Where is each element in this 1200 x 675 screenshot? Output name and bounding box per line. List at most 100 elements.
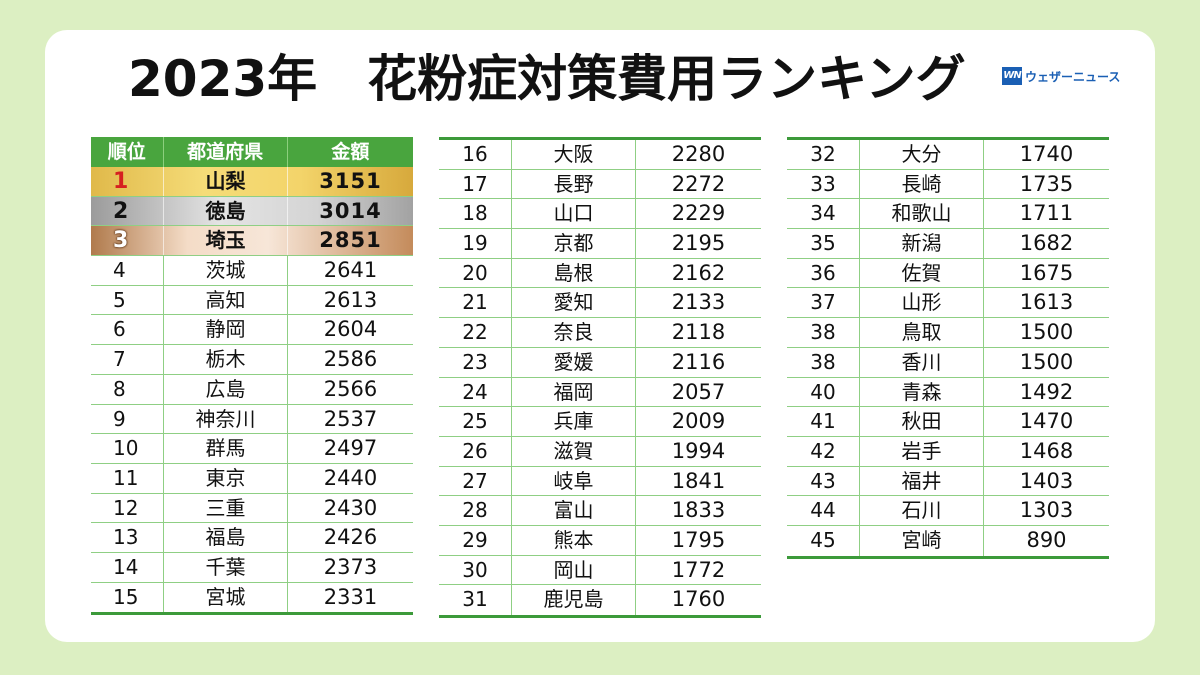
- rank-cell: 28: [462, 498, 488, 523]
- table-row: 25 兵庫 2009: [439, 407, 761, 437]
- rank-cell: 22: [462, 320, 488, 345]
- table-row: 27 岐阜 1841: [439, 466, 761, 497]
- amount-cell: 1740: [983, 140, 1109, 169]
- rank-cell: 14: [113, 554, 139, 579]
- amount-cell: 2537: [287, 404, 413, 434]
- amount-cell: 3014: [287, 196, 413, 226]
- prefecture-cell: 茨城: [163, 256, 287, 285]
- table-row: 38 香川 1500: [787, 347, 1109, 378]
- ranking-column-2: 16 大阪 2280 17 長野 2272 18 山口 2229 19 京都 2195 20 島根 2162…: [439, 137, 761, 618]
- table-row: 28 富山 1833: [439, 496, 761, 526]
- header-amount: 金額: [286, 137, 413, 167]
- rank-cell: 6: [113, 317, 126, 342]
- amount-cell: 1613: [983, 288, 1109, 318]
- amount-cell: 2613: [287, 285, 413, 315]
- amount-cell: 2566: [287, 374, 413, 404]
- table-row: 11 東京 2440: [91, 463, 413, 494]
- prefecture-cell: 静岡: [163, 315, 287, 345]
- rank-cell: 2: [113, 198, 129, 224]
- amount-cell: 1795: [635, 525, 761, 555]
- table-row: 22 奈良 2118: [439, 318, 761, 348]
- rank-cell: 23: [462, 349, 488, 374]
- rank-cell: 42: [810, 438, 836, 463]
- rank-cell: 4: [113, 258, 126, 283]
- prefecture-cell: 石川: [859, 496, 983, 525]
- rank-cell: 43: [810, 468, 836, 493]
- prefecture-cell: 神奈川: [163, 404, 287, 434]
- amount-cell: 1470: [983, 407, 1109, 436]
- amount-cell: 2641: [287, 256, 413, 285]
- page-title: 2023年 花粉症対策費用ランキング: [128, 50, 966, 108]
- prefecture-cell: 山梨: [163, 167, 287, 196]
- prefecture-cell: 岐阜: [511, 466, 635, 496]
- prefecture-cell: 富山: [511, 496, 635, 525]
- prefecture-cell: 青森: [859, 377, 983, 407]
- ranking-card: [45, 30, 1155, 642]
- rank-cell: 1: [113, 169, 129, 194]
- prefecture-cell: 群馬: [163, 434, 287, 463]
- table-row: 37 山形 1613: [787, 288, 1109, 319]
- prefecture-cell: 和歌山: [859, 199, 983, 229]
- amount-cell: 2162: [635, 258, 761, 288]
- prefecture-cell: 京都: [511, 229, 635, 258]
- rank-cell: 32: [810, 142, 836, 166]
- rank-cell: 16: [462, 142, 488, 166]
- amount-cell: 2331: [287, 582, 413, 613]
- amount-cell: 2009: [635, 407, 761, 436]
- rank-cell: 41: [810, 409, 836, 434]
- amount-cell: 1303: [983, 496, 1109, 525]
- table-row: 9 神奈川 2537: [91, 404, 413, 435]
- amount-cell: 2195: [635, 229, 761, 258]
- prefecture-cell: 熊本: [511, 525, 635, 555]
- rank-cell: 9: [113, 406, 126, 431]
- table-row: 35 新潟 1682: [787, 229, 1109, 259]
- table-row: 8 広島 2566: [91, 374, 413, 405]
- rank-cell: 38: [810, 320, 836, 345]
- amount-cell: 1833: [635, 496, 761, 525]
- table-row: 44 石川 1303: [787, 496, 1109, 526]
- weathernews-logo: WN ウェザーニュース: [1002, 67, 1120, 85]
- rank-cell: 38: [810, 349, 836, 374]
- rank-cell: 13: [113, 525, 139, 550]
- rank-cell: 27: [462, 468, 488, 493]
- amount-cell: 2440: [287, 463, 413, 493]
- prefecture-cell: 千葉: [163, 552, 287, 582]
- prefecture-cell: 秋田: [859, 407, 983, 436]
- rank-cell: 45: [810, 527, 836, 552]
- table-row: 18 山口 2229: [439, 199, 761, 230]
- amount-cell: 1711: [983, 199, 1109, 229]
- table-row: 34 和歌山 1711: [787, 199, 1109, 230]
- prefecture-cell: 宮崎: [859, 525, 983, 556]
- rank-cell: 44: [810, 498, 836, 523]
- logo-text: ウェザーニュース: [1025, 69, 1121, 84]
- rank-cell: 10: [113, 436, 139, 461]
- amount-cell: 2229: [635, 199, 761, 229]
- table-row: 15 宮城 2331: [91, 582, 413, 613]
- amount-cell: 2116: [635, 347, 761, 377]
- prefecture-cell: 愛知: [511, 288, 635, 318]
- rank-cell: 26: [462, 438, 488, 463]
- table-row: 20 島根 2162: [439, 258, 761, 289]
- prefecture-cell: 新潟: [859, 229, 983, 258]
- amount-cell: 1500: [983, 347, 1109, 377]
- prefecture-cell: 長崎: [859, 169, 983, 199]
- prefecture-cell: 奈良: [511, 318, 635, 347]
- table-row: 4 茨城 2641: [91, 256, 413, 286]
- amount-cell: 2430: [287, 493, 413, 523]
- amount-cell: 2586: [287, 345, 413, 374]
- table-row: 31 鹿児島 1760: [439, 585, 761, 615]
- header-rank: 順位: [107, 141, 146, 163]
- table-row: 5 高知 2613: [91, 285, 413, 316]
- prefecture-cell: 東京: [163, 463, 287, 493]
- table-row: 14 千葉 2373: [91, 552, 413, 583]
- amount-cell: 1841: [635, 466, 761, 496]
- rank-cell: 37: [810, 290, 836, 315]
- rank-cell: 35: [810, 231, 836, 256]
- amount-cell: 2118: [635, 318, 761, 347]
- prefecture-cell: 三重: [163, 493, 287, 523]
- amount-cell: 1772: [635, 555, 761, 585]
- table-row: 21 愛知 2133: [439, 288, 761, 319]
- rank-cell: 5: [113, 287, 126, 312]
- amount-cell: 2604: [287, 315, 413, 345]
- prefecture-cell: 福島: [163, 523, 287, 552]
